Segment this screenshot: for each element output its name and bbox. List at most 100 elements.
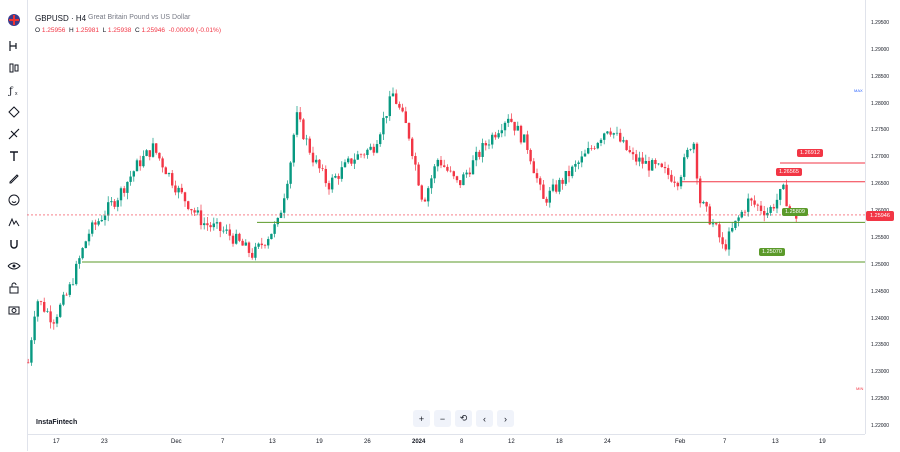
level-tag: 1.25809 xyxy=(782,208,808,217)
candle xyxy=(667,164,670,180)
candle xyxy=(177,185,180,199)
ohlc-high: 1.25981 xyxy=(75,27,100,34)
time-tick: 24 xyxy=(604,439,611,445)
candle xyxy=(420,184,423,202)
candle xyxy=(782,183,785,190)
candle xyxy=(612,132,615,139)
crosshair-icon[interactable] xyxy=(4,36,23,55)
candle xyxy=(91,220,94,237)
candle xyxy=(43,297,46,313)
candle xyxy=(219,221,222,238)
candle xyxy=(475,146,478,167)
candle xyxy=(711,219,715,228)
time-axis[interactable]: 17 23 Dec 7 13 19 26 2024 8 12 18 24 Feb 7 13 19 xyxy=(27,434,865,452)
candle xyxy=(596,141,599,150)
price-chart[interactable] xyxy=(27,0,865,434)
candle xyxy=(116,197,119,212)
candle xyxy=(583,149,587,157)
zoom-in-button[interactable]: + xyxy=(413,410,430,427)
candle xyxy=(142,150,145,168)
candle xyxy=(372,143,375,156)
candle xyxy=(382,111,385,140)
candle xyxy=(209,221,212,232)
candle xyxy=(267,236,270,249)
candle xyxy=(676,181,679,191)
candle xyxy=(577,160,580,170)
reset-button[interactable]: ⟲ xyxy=(455,410,472,427)
candle xyxy=(695,142,699,185)
magnet-icon[interactable] xyxy=(4,234,23,253)
price-tick: 1.23500 xyxy=(871,342,890,349)
pencil-icon[interactable] xyxy=(4,168,23,187)
candle xyxy=(286,180,289,201)
candle xyxy=(65,292,68,296)
candle xyxy=(526,130,529,154)
candle xyxy=(27,358,30,364)
trend-line-icon[interactable] xyxy=(4,58,23,77)
ruler-icon[interactable] xyxy=(4,212,23,231)
time-tick: 7 xyxy=(723,439,727,445)
candle xyxy=(689,148,692,152)
price-tick: 1.22500 xyxy=(871,396,890,403)
candle xyxy=(49,305,52,329)
candle xyxy=(340,161,343,182)
price-tick: 1.22000 xyxy=(871,423,890,429)
candle xyxy=(196,206,199,216)
candle xyxy=(702,200,705,205)
candle xyxy=(679,174,683,190)
candle xyxy=(459,180,462,189)
candle xyxy=(619,128,622,143)
candle xyxy=(270,233,273,240)
symbol-interval: H4 xyxy=(75,14,87,23)
current-price-tag: 1.25946 xyxy=(866,211,894,221)
candle xyxy=(94,219,97,230)
candle xyxy=(375,140,379,154)
candle xyxy=(411,136,414,160)
candle xyxy=(631,147,635,160)
ohlc-low: 1.25938 xyxy=(107,27,132,34)
time-tick: 19 xyxy=(316,439,323,445)
candle xyxy=(580,151,583,168)
brush-icon[interactable] xyxy=(4,124,23,143)
candle xyxy=(251,248,254,260)
candle xyxy=(398,101,401,110)
flag-icon[interactable] xyxy=(4,10,23,29)
candle xyxy=(334,173,337,179)
candle xyxy=(548,186,551,208)
candle xyxy=(670,170,673,183)
candle xyxy=(359,153,363,158)
candle xyxy=(222,226,225,234)
candle xyxy=(199,204,203,230)
time-tick: 23 xyxy=(101,439,108,445)
text-icon[interactable] xyxy=(4,146,23,165)
candle xyxy=(404,106,407,124)
candle xyxy=(187,200,190,211)
price-axis[interactable]: 1.29500 1.29000 1.28500 1.28000 1.27500 1.270… xyxy=(865,0,900,434)
pattern-icon[interactable] xyxy=(4,102,23,121)
candle xyxy=(126,181,129,200)
scroll-right-button[interactable]: › xyxy=(497,410,514,427)
lock-icon[interactable] xyxy=(4,278,23,297)
camera-icon[interactable] xyxy=(4,300,23,319)
emoji-icon[interactable] xyxy=(4,190,23,209)
candle xyxy=(692,141,695,154)
eye-icon[interactable] xyxy=(4,256,23,275)
candle xyxy=(571,165,574,179)
price-tick: 1.25000 xyxy=(871,261,890,268)
candle xyxy=(33,310,36,344)
candle xyxy=(241,238,244,246)
candle xyxy=(657,163,660,166)
scroll-left-button[interactable]: ‹ xyxy=(476,410,493,427)
candle xyxy=(331,174,334,193)
candle xyxy=(449,166,452,173)
candle xyxy=(407,122,411,141)
time-tick: 18 xyxy=(556,439,563,445)
time-tick: 8 xyxy=(460,439,464,445)
candle xyxy=(283,193,286,219)
svg-text:x: x xyxy=(15,91,18,97)
candle xyxy=(542,179,545,199)
zoom-out-button[interactable]: − xyxy=(434,410,451,427)
candle xyxy=(769,205,772,216)
candle xyxy=(430,175,433,194)
